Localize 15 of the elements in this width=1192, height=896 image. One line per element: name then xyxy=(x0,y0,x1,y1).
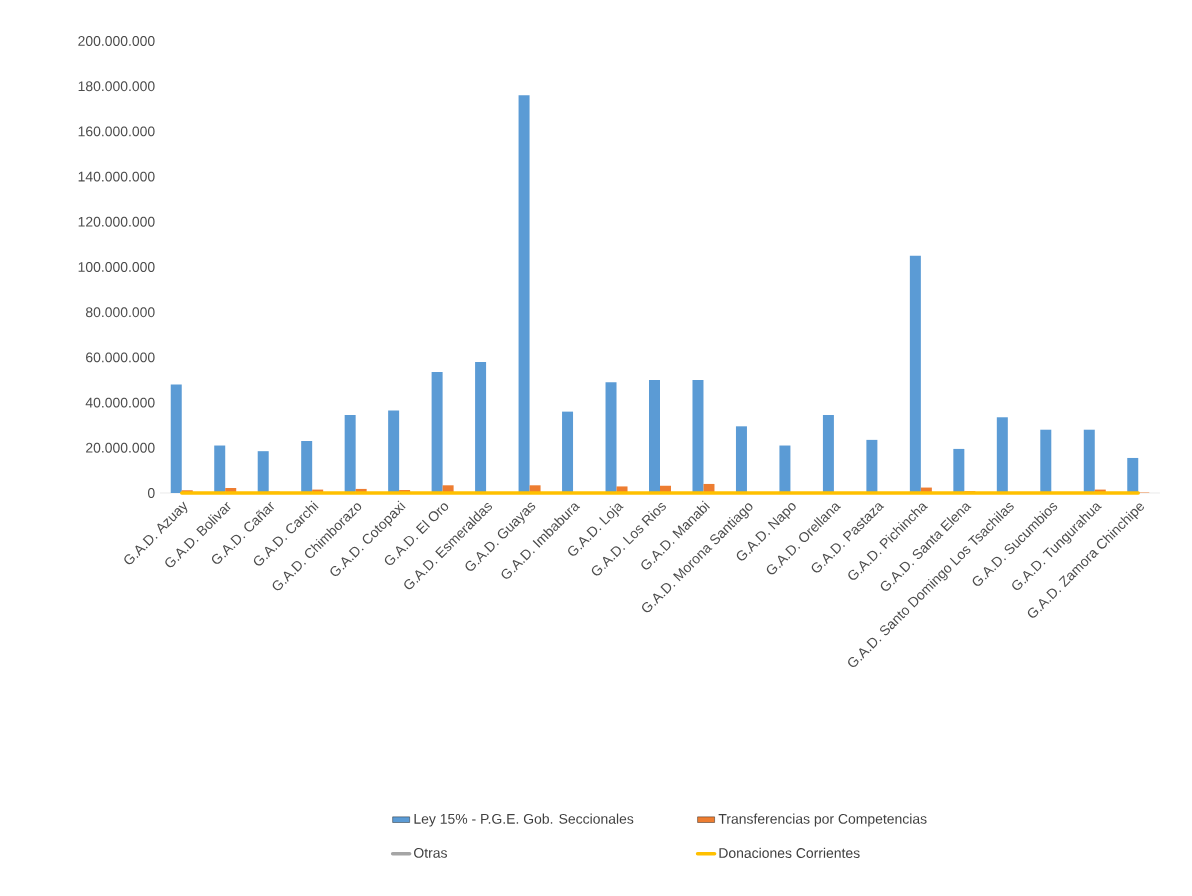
legend-label: Transferencias por Competencias xyxy=(718,813,927,827)
y-tick-label: 80.000.000 xyxy=(85,307,155,318)
y-tick-label: 40.000.000 xyxy=(85,397,155,408)
legend-label: Donaciones Corrientes xyxy=(719,847,860,858)
y-tick-label: 0 xyxy=(147,488,155,498)
y-tick-label: 160.000.000 xyxy=(78,126,155,137)
y-tick-label: 120.000.000 xyxy=(78,216,155,227)
y-tick-label: 180.000.000 xyxy=(78,81,155,92)
y-tick-label: 140.000.000 xyxy=(78,171,155,182)
y-tick-label: 100.000.000 xyxy=(78,262,155,272)
y-tick-label: 200.000.000 xyxy=(78,36,155,46)
y-tick-label: 20.000.000 xyxy=(86,442,155,453)
y-tick-label: 60.000.000 xyxy=(86,352,155,363)
legend-label: Ley 15% - P.G.E. Gob. Seccionales xyxy=(414,813,634,827)
legend-label: Otras xyxy=(414,847,447,858)
